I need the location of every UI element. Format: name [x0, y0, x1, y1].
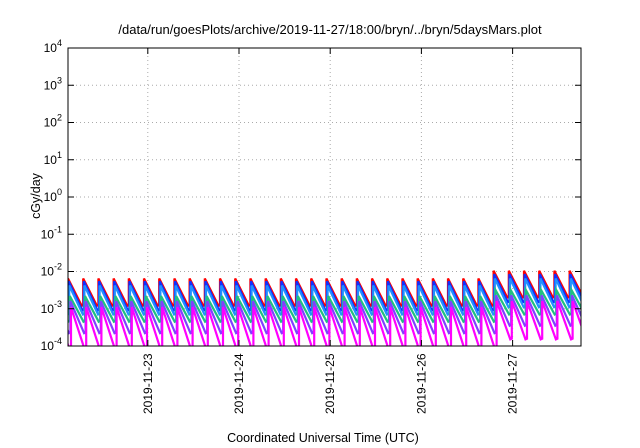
y-tick-label: 102: [44, 113, 62, 130]
y-tick-label: 103: [44, 75, 62, 92]
y-tick-base: 10: [41, 302, 55, 316]
y-tick-exponent: 3: [57, 75, 62, 85]
y-tick-label: 10-3: [41, 299, 62, 316]
y-tick-exponent: -2: [54, 262, 62, 272]
y-tick-exponent: 0: [57, 187, 62, 197]
y-tick-exponent: -1: [54, 224, 62, 234]
plot-frame: [67, 47, 582, 347]
y-tick-label: 10-2: [41, 262, 62, 279]
x-tick-label: 2019-11-25: [323, 353, 337, 414]
y-tick-exponent: -4: [54, 336, 62, 346]
y-tick-label: 101: [44, 150, 62, 167]
y-tick-base: 10: [44, 41, 58, 55]
chart-title: /data/run/goesPlots/archive/2019-11-27/1…: [118, 22, 542, 37]
y-tick-base: 10: [44, 190, 58, 204]
x-tick-label: 2019-11-27: [506, 353, 520, 414]
x-tick-label: 2019-11-26: [414, 353, 428, 414]
y-tick-exponent: 2: [57, 113, 62, 123]
y-tick-exponent: 4: [57, 38, 62, 48]
y-tick-base: 10: [41, 265, 55, 279]
y-tick-label: 100: [44, 187, 62, 204]
x-tick-label: 2019-11-23: [141, 353, 155, 414]
y-tick-exponent: -3: [54, 299, 62, 309]
y-tick-exponent: 1: [57, 150, 62, 160]
x-tick-label: 2019-11-24: [232, 353, 246, 414]
x-axis-label: Coordinated Universal Time (UTC): [227, 431, 419, 445]
x-ticks: 2019-11-23 2019-11-24 2019-11-25 2019-11-26…: [141, 48, 520, 414]
y-axis-label: cGy/day: [29, 172, 43, 219]
y-tick-base: 10: [41, 339, 55, 353]
y-tick-label: 104: [44, 38, 62, 55]
y-tick-base: 10: [44, 78, 58, 92]
series-line-6: [68, 300, 581, 346]
y-tick-base: 10: [44, 153, 58, 167]
y-tick-label: 10-1: [41, 224, 62, 241]
y-tick-label: 10-4: [41, 336, 62, 353]
y-tick-base: 10: [41, 227, 55, 241]
y-tick-base: 10: [44, 116, 58, 130]
series-layer: [68, 270, 581, 346]
